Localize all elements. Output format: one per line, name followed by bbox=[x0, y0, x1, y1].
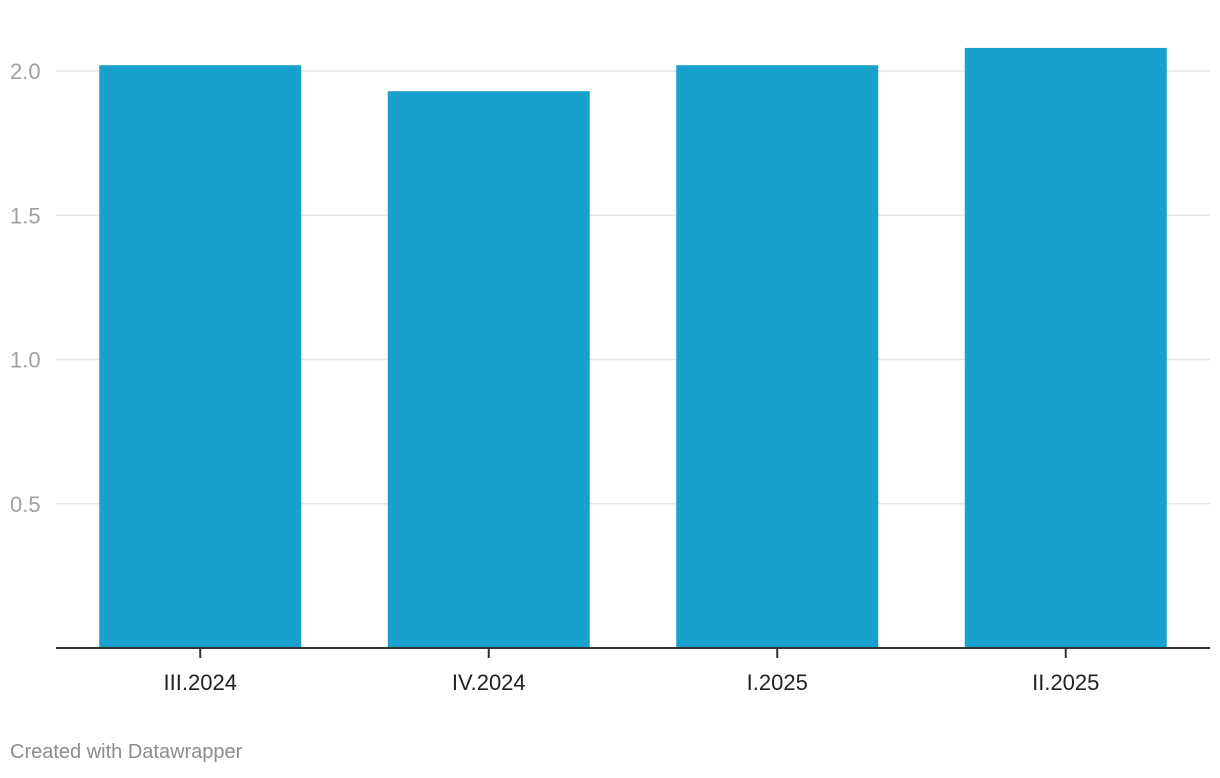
bar-II.2025 bbox=[964, 47, 1167, 649]
x-axis-labels: III.2024 IV.2024 I.2025 II.2025 bbox=[164, 670, 1100, 695]
x-tick-label: I.2025 bbox=[747, 670, 808, 695]
bar-III.2024 bbox=[99, 65, 302, 649]
x-axis bbox=[56, 647, 1210, 658]
x-tick-label: II.2025 bbox=[1032, 670, 1099, 695]
credit-text: Created with Datawrapper bbox=[10, 741, 243, 763]
x-tick-label: III.2024 bbox=[164, 670, 237, 695]
y-tick-label: 1.5 bbox=[10, 203, 41, 228]
y-tick-label: 1.0 bbox=[10, 348, 41, 373]
bars bbox=[99, 47, 1167, 649]
y-tick-label: 0.5 bbox=[10, 492, 41, 517]
x-tick-label: IV.2024 bbox=[452, 670, 526, 695]
y-tick-label: 2.0 bbox=[10, 59, 41, 84]
bar-IV.2024 bbox=[387, 91, 590, 648]
bar-I.2025 bbox=[676, 65, 879, 649]
y-axis-labels: 0.5 1.0 1.5 2.0 bbox=[10, 59, 41, 517]
